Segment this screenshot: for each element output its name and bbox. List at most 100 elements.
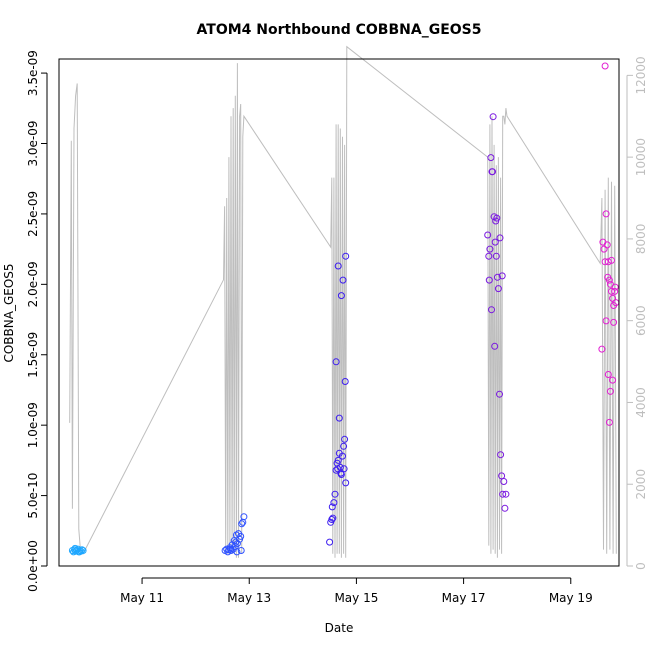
data-point (337, 292, 345, 300)
data-point (227, 545, 234, 553)
data-point (496, 234, 504, 242)
chart-title: ATOM4 Northbound COBBNA_GEOS5 (197, 22, 482, 38)
y2-tick-label: 0 (634, 562, 648, 570)
data-point (601, 62, 609, 70)
data-point (486, 245, 494, 253)
y-tick-label: 0.0e+00 (26, 540, 40, 592)
y-tick-label: 2.0e-09 (26, 261, 40, 307)
data-point (606, 387, 614, 395)
data-point (240, 513, 248, 521)
data-point (237, 532, 245, 540)
data-point (339, 452, 346, 460)
data-point (340, 465, 348, 473)
data-point (331, 490, 339, 498)
altitude-line-layer (69, 45, 617, 558)
data-point (326, 538, 334, 546)
data-point (603, 241, 611, 249)
data-point (233, 540, 241, 547)
data-point (497, 451, 505, 459)
series-2 (221, 513, 248, 556)
data-point (608, 287, 615, 295)
data-point (485, 276, 493, 284)
data-point (604, 258, 612, 266)
data-point (604, 371, 612, 378)
y-tick-label: 1.0e-09 (26, 402, 40, 448)
data-point (329, 514, 337, 522)
x-tick-label: May 13 (227, 591, 271, 605)
data-point (491, 238, 499, 246)
data-point (487, 154, 495, 162)
y2-tick-label: 8000 (634, 224, 648, 255)
y-axis-left: 0.0e+00 5.0e-10 1.0e-09 1.5e-09 2.0e-09 2.5e-… (26, 50, 48, 592)
data-point (498, 272, 506, 280)
x-tick-label: May 19 (549, 591, 593, 605)
y2-tick-label: 4000 (634, 387, 648, 418)
data-point (341, 435, 349, 443)
data-point (491, 342, 499, 350)
y-tick-label: 5.0e-10 (26, 473, 40, 519)
data-point (493, 273, 501, 281)
data-point (342, 252, 350, 260)
y2-tick-label: 2000 (634, 469, 648, 500)
y-tick-label: 3.0e-09 (26, 120, 40, 166)
data-point (334, 262, 342, 270)
x-tick-label: May 15 (334, 591, 378, 605)
data-point (339, 276, 347, 284)
y-tick-label: 3.5e-09 (26, 50, 40, 96)
data-point (501, 504, 509, 512)
data-point (71, 544, 79, 552)
data-point (332, 358, 340, 366)
data-point (232, 538, 240, 546)
data-point (328, 516, 336, 523)
x-axis-label: Date (325, 621, 354, 635)
series-1 (68, 544, 87, 556)
data-point (601, 258, 609, 266)
scatter-points-layer (68, 62, 620, 556)
data-point (485, 252, 493, 260)
data-point (237, 547, 245, 554)
data-point (233, 548, 241, 556)
series-5 (598, 62, 620, 426)
data-point (502, 490, 510, 498)
data-point (608, 256, 615, 264)
y2-tick-label: 12000 (634, 56, 648, 94)
data-point (340, 442, 348, 450)
data-point (610, 318, 618, 326)
data-point (79, 547, 87, 554)
y-tick-label: 2.5e-09 (26, 191, 40, 237)
y-axis-label: COBBNA_GEOS5 (2, 263, 16, 362)
data-point (492, 217, 500, 225)
data-point (609, 376, 617, 384)
altitude-line (69, 45, 617, 558)
data-point (75, 548, 83, 556)
data-point (611, 283, 619, 291)
data-point (602, 317, 610, 325)
data-point (492, 252, 500, 260)
y2-tick-label: 6000 (634, 305, 648, 336)
data-point (496, 390, 503, 398)
data-point (341, 378, 349, 385)
x-axis: May 11 May 13 May 15 May 17 May 19 (120, 577, 593, 605)
data-point (611, 287, 619, 295)
data-point (484, 231, 492, 239)
data-point (488, 306, 495, 314)
data-point (605, 418, 613, 426)
x-tick-label: May 17 (442, 591, 486, 605)
series-3 (326, 252, 350, 546)
data-point (328, 503, 336, 511)
data-point (330, 499, 338, 507)
data-point (489, 113, 497, 121)
plot-frame (58, 58, 620, 567)
data-point (334, 456, 342, 464)
data-point (238, 520, 246, 528)
series-4 (484, 113, 510, 512)
data-point (335, 414, 343, 422)
x-tick-label: May 11 (120, 591, 164, 605)
y2-tick-label: 10000 (634, 138, 648, 176)
data-point (602, 210, 610, 218)
data-point (598, 345, 606, 353)
data-point (500, 478, 508, 485)
data-point (494, 285, 502, 293)
